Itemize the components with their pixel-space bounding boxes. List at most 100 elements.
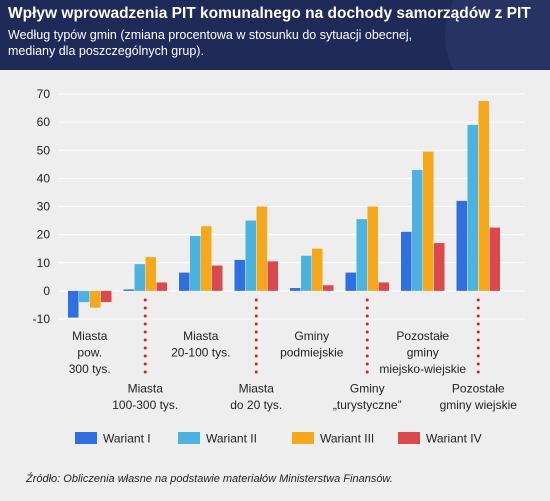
y-tick-label: 20 <box>37 228 51 242</box>
bar <box>79 290 90 303</box>
bar <box>201 226 212 291</box>
leader-dot <box>143 354 147 358</box>
bar <box>478 101 489 291</box>
y-tick-label: 0 <box>43 284 50 298</box>
bar <box>412 169 423 291</box>
leader-dot <box>365 314 369 318</box>
category-label: „turystyczne” <box>333 398 402 412</box>
leader-dot <box>254 298 258 302</box>
bar <box>123 289 134 291</box>
leader-dot <box>365 346 369 350</box>
legend-swatch <box>398 432 420 444</box>
category-label: do 20 tys. <box>230 398 282 412</box>
leader-dot <box>476 362 480 366</box>
leader-dot <box>143 322 147 326</box>
legend-label: Wariant III <box>320 432 374 446</box>
y-tick-label: 60 <box>37 115 51 129</box>
category-label: Gminy <box>350 382 385 396</box>
bar <box>90 290 101 308</box>
category-label: podmiejskie <box>280 346 344 360</box>
legend-swatch <box>178 432 200 444</box>
legend-label: Wariant II <box>206 432 257 446</box>
leader-dot <box>143 338 147 342</box>
y-tick-label: 10 <box>37 256 51 270</box>
leader-dot <box>254 330 258 334</box>
category-label: gminy <box>407 346 439 360</box>
legend-swatch <box>75 432 97 444</box>
leader-dot <box>476 298 480 302</box>
legend-label: Wariant IV <box>426 432 482 446</box>
leader-dot <box>143 330 147 334</box>
bar <box>312 248 323 291</box>
source-note: Źródło: Obliczenia własne na podstawie m… <box>26 473 393 485</box>
leader-dot <box>476 338 480 342</box>
leader-dot <box>365 330 369 334</box>
bar <box>301 255 312 291</box>
bar <box>68 290 79 318</box>
bar <box>367 206 378 291</box>
leader-dot <box>365 370 369 374</box>
leader-dot <box>254 346 258 350</box>
bar <box>156 282 167 291</box>
category-label: Miasta <box>183 329 219 343</box>
bar <box>145 257 156 291</box>
leader-dot <box>476 306 480 310</box>
leader-dot <box>476 354 480 358</box>
bar <box>401 231 412 291</box>
leader-dot <box>365 362 369 366</box>
bar <box>134 264 145 291</box>
legend-label: Wariant I <box>103 432 151 446</box>
leader-dot <box>476 346 480 350</box>
leader-dot <box>476 370 480 374</box>
bar <box>256 206 267 291</box>
bar <box>179 272 190 291</box>
leader-dot <box>254 354 258 358</box>
chart-title: Wpływ wprowadzenia PIT komunalnego na do… <box>8 5 531 22</box>
bar <box>356 219 367 291</box>
category-label: 300 tys. <box>69 362 111 376</box>
leader-dot <box>254 306 258 310</box>
chart-subtitle: Według typów gmin (zmiana procentowa w s… <box>8 28 413 58</box>
bar <box>489 227 500 291</box>
category-label: Gminy <box>294 329 329 343</box>
category-label: Pozostałe <box>452 382 505 396</box>
leader-dot <box>254 322 258 326</box>
bar <box>212 265 223 291</box>
bar <box>323 285 334 291</box>
leader-dot <box>365 322 369 326</box>
leader-dot <box>365 338 369 342</box>
bar <box>345 272 356 291</box>
bar <box>434 243 445 291</box>
bar <box>423 151 434 291</box>
bar <box>290 288 301 291</box>
category-label: gminy wiejskie <box>440 398 518 412</box>
bar <box>267 261 278 291</box>
bar <box>190 236 201 291</box>
y-tick-label: 70 <box>37 87 51 101</box>
y-tick-label: 40 <box>37 171 51 185</box>
leader-dot <box>143 306 147 310</box>
y-tick-label: 30 <box>37 200 51 214</box>
leader-dot <box>254 370 258 374</box>
decorative-circle <box>445 0 550 70</box>
leader-dot <box>254 362 258 366</box>
category-label: 100-300 tys. <box>112 398 178 412</box>
leader-dot <box>143 346 147 350</box>
leader-dot <box>365 298 369 302</box>
bar <box>101 290 112 303</box>
y-tick-label: 50 <box>37 143 51 157</box>
category-label: Pozostałe <box>396 329 449 343</box>
leader-dot <box>143 298 147 302</box>
leader-dot <box>143 314 147 318</box>
category-label: 20-100 tys. <box>171 346 230 360</box>
leader-dot <box>143 370 147 374</box>
y-tick-label: -10 <box>33 312 51 326</box>
category-label: pow. <box>77 346 102 360</box>
bar <box>467 124 478 291</box>
bar <box>245 220 256 291</box>
category-label: miejsko-wiejskie <box>379 362 466 376</box>
leader-dot <box>143 362 147 366</box>
legend-swatch <box>292 432 314 444</box>
